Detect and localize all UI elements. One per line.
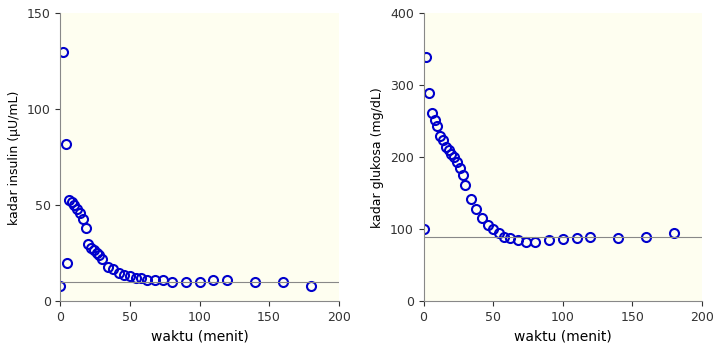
Y-axis label: kadar insulin (μU/mL): kadar insulin (μU/mL): [9, 90, 22, 225]
X-axis label: waktu (menit): waktu (menit): [514, 330, 612, 344]
X-axis label: waktu (menit): waktu (menit): [151, 330, 248, 344]
Y-axis label: kadar glukosa (mg/dL): kadar glukosa (mg/dL): [371, 87, 384, 228]
